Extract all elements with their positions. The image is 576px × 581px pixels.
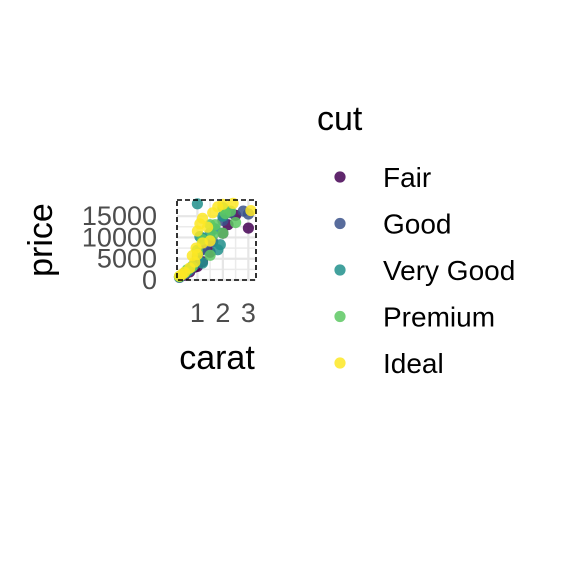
- legend-label-ideal: Ideal: [383, 348, 444, 379]
- data-point-ideal: [245, 205, 257, 217]
- legend-items: Fair Good Very Good Premium Ideal: [334, 162, 515, 379]
- data-point-very-good: [191, 198, 203, 210]
- data-point-ideal: [204, 235, 216, 247]
- legend-label-premium: Premium: [383, 302, 495, 333]
- y-tick-label: 15000: [82, 201, 157, 231]
- legend-key-very-good: [334, 264, 346, 276]
- data-point-ideal: [196, 212, 209, 224]
- x-tick-label: 1: [190, 298, 205, 328]
- y-tick-label: 0: [142, 265, 157, 295]
- legend: cut Fair Good Very Good Premium Ideal: [317, 100, 515, 379]
- points-layer: [173, 197, 257, 283]
- legend-key-fair: [334, 171, 346, 183]
- data-point-premium: [217, 227, 229, 239]
- data-point-fair: [242, 222, 254, 234]
- legend-key-ideal: [334, 357, 346, 369]
- legend-key-good: [334, 217, 346, 230]
- y-tick-label: 5000: [97, 244, 157, 274]
- data-point-premium: [204, 249, 216, 261]
- legend-title: cut: [317, 100, 363, 138]
- x-tick-label: 2: [215, 298, 230, 328]
- x-tick-label: 3: [241, 298, 256, 328]
- legend-key-premium: [334, 310, 346, 323]
- legend-label-fair: Fair: [383, 162, 431, 193]
- data-point-ideal: [190, 242, 202, 254]
- y-tick-label: 10000: [82, 222, 157, 252]
- data-point-ideal: [217, 198, 229, 210]
- data-point-premium: [230, 217, 242, 229]
- legend-label-good: Good: [383, 209, 452, 240]
- data-point-ideal: [202, 221, 214, 233]
- x-axis-title: carat: [179, 339, 255, 377]
- legend-label-very-good: Very Good: [383, 255, 515, 286]
- data-point-premium: [219, 208, 231, 220]
- y-axis-title: price: [22, 203, 60, 277]
